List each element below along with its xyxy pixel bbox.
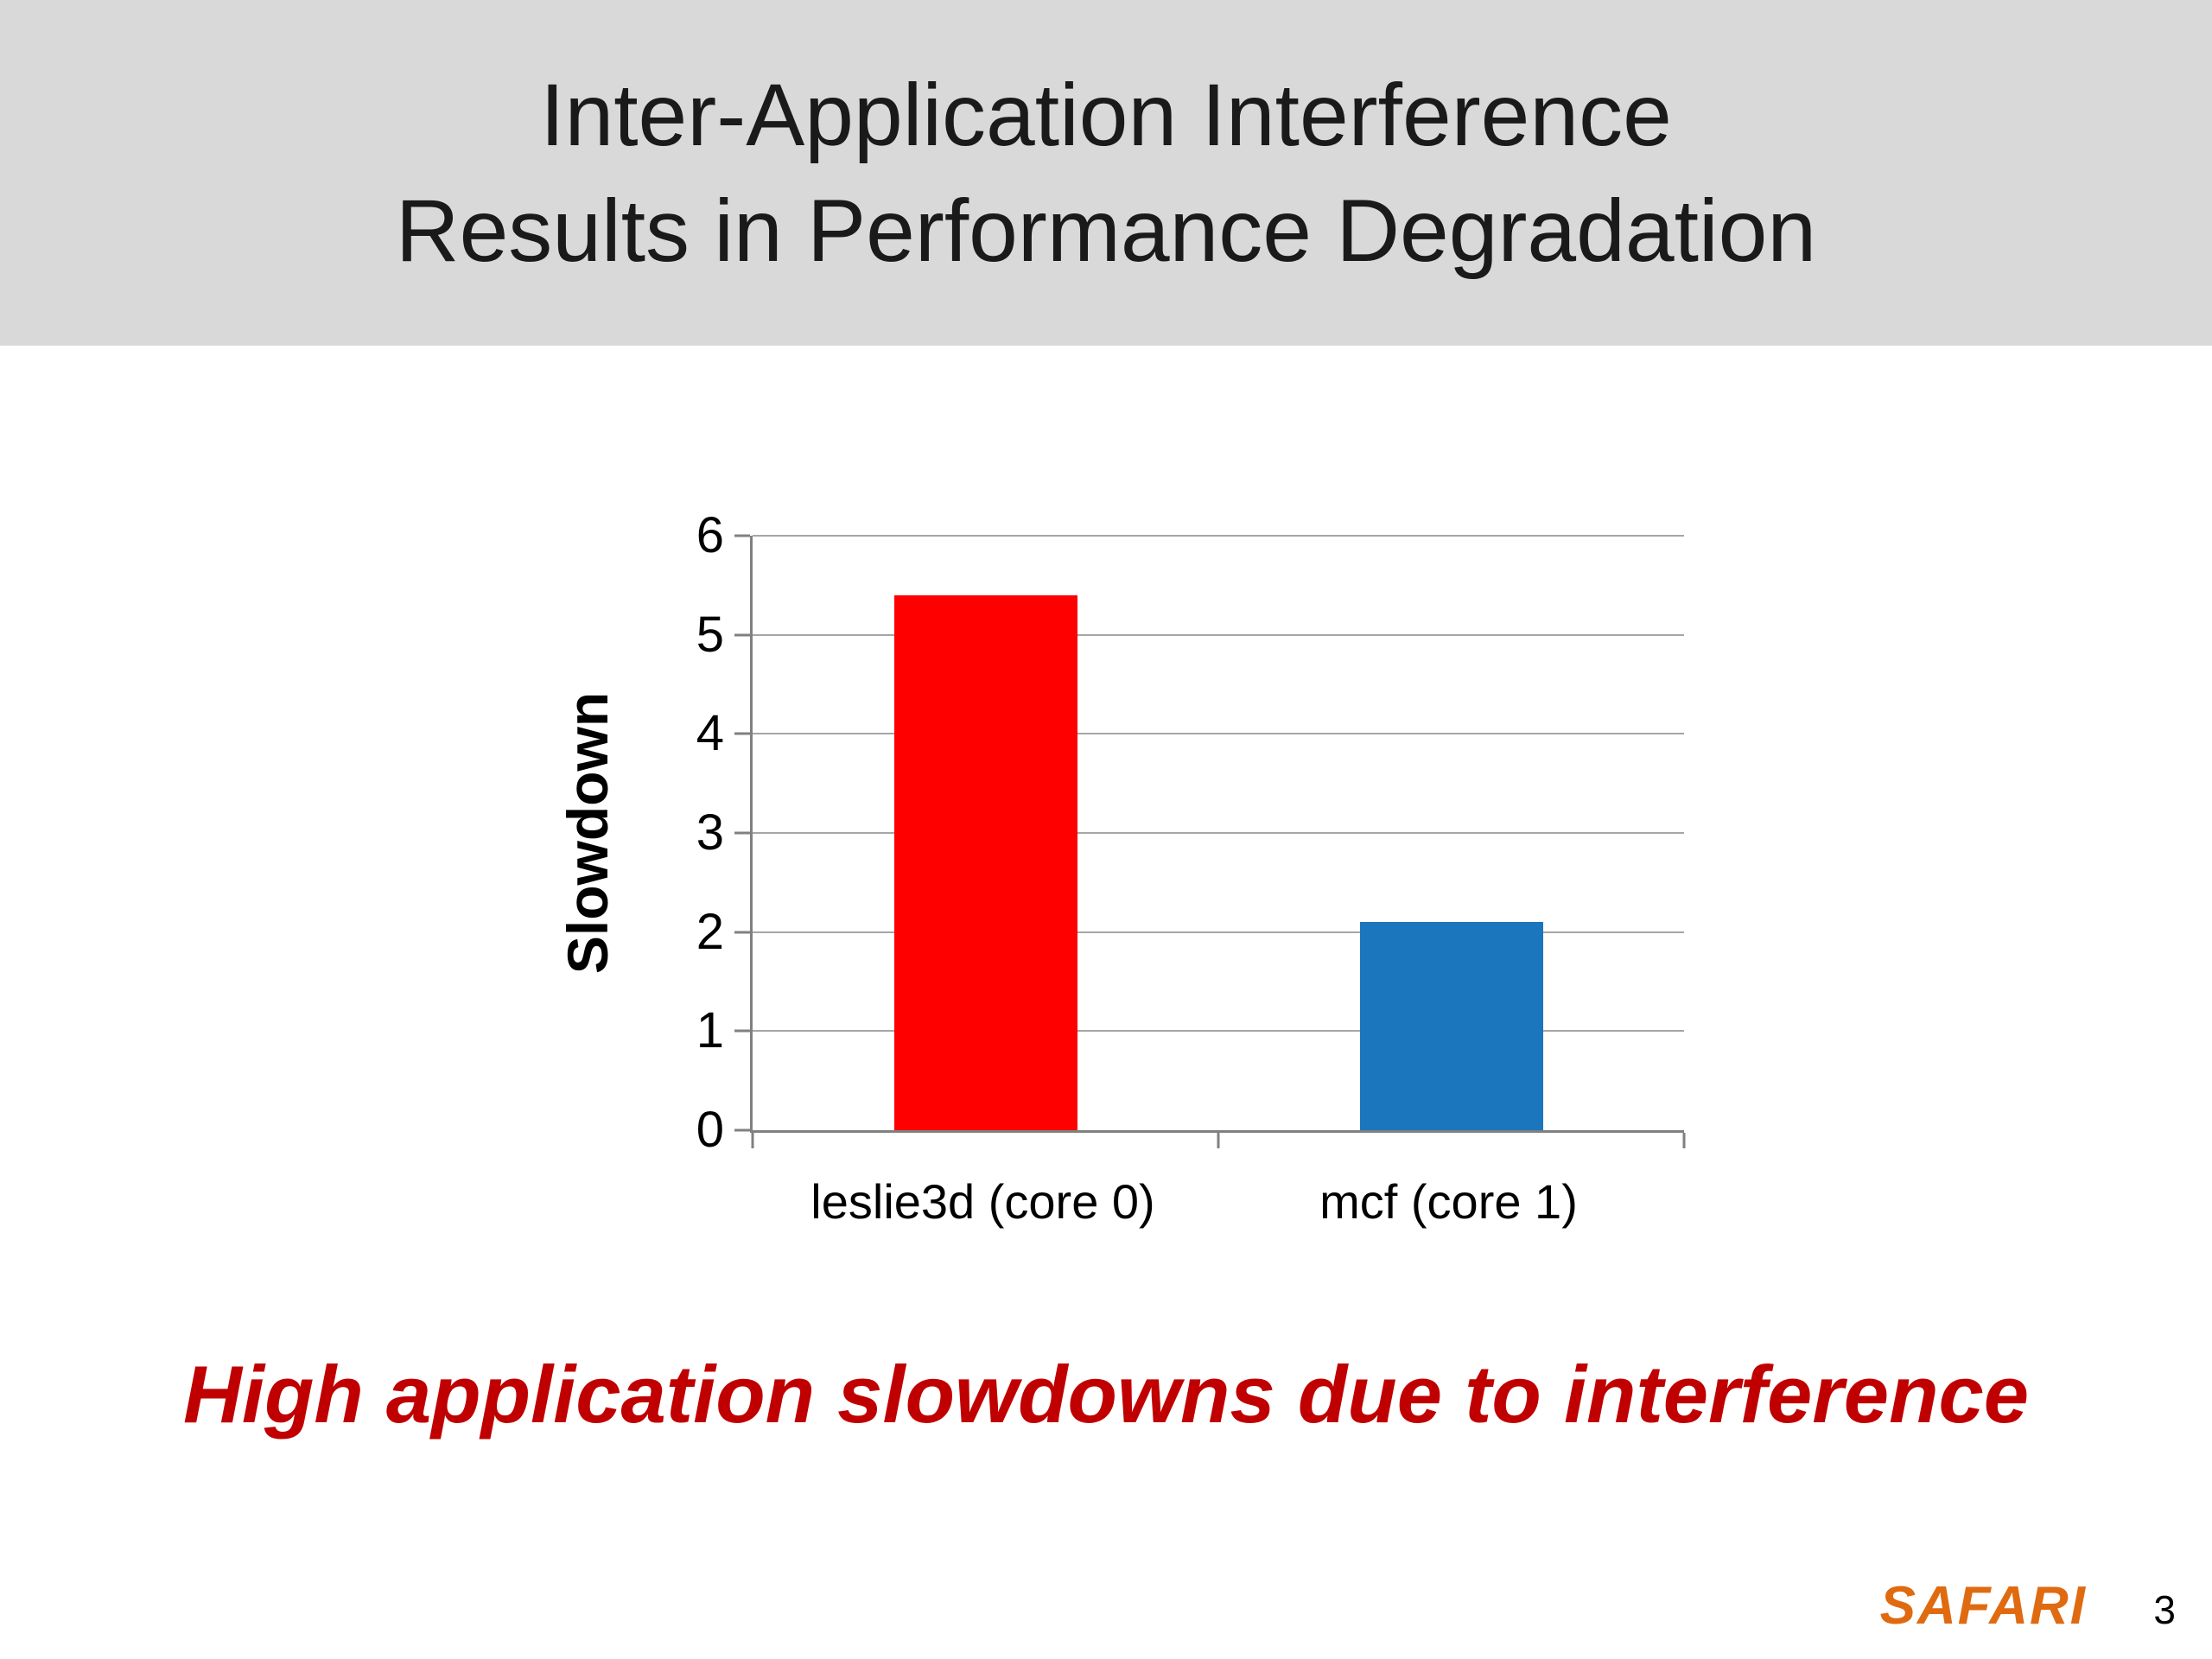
takeaway-text: High application slowdowns due to interf… — [182, 1349, 2030, 1440]
gridline — [753, 832, 1684, 834]
x-axis-tick-mark — [751, 1133, 754, 1148]
slide-title-line-1: Inter-Application Interference — [540, 65, 1672, 164]
gridline — [753, 535, 1684, 537]
gridline — [753, 931, 1684, 933]
x-axis-category-label: leslie3d (core 0) — [810, 1174, 1155, 1229]
y-axis-tick-mark — [734, 1029, 750, 1033]
chart-bar — [1359, 922, 1543, 1130]
y-axis-tick-mark — [734, 633, 750, 637]
safari-logo: SAFARI — [1879, 1576, 2087, 1636]
title-banner: Inter-Application Interference Results i… — [0, 0, 2212, 346]
x-axis-tick-mark — [1217, 1133, 1220, 1148]
y-axis-tick-mark — [734, 732, 750, 735]
y-axis-tick-label: 2 — [696, 903, 724, 960]
y-axis-tick-label: 3 — [696, 804, 724, 861]
chart-bar — [893, 594, 1077, 1130]
y-axis-tick-mark — [734, 931, 750, 934]
page-number: 3 — [2153, 1587, 2176, 1632]
y-axis-tick-mark — [734, 1128, 750, 1132]
y-axis-tick-mark — [734, 831, 750, 835]
y-axis-title: Slowdown — [556, 691, 620, 975]
gridline — [753, 633, 1684, 636]
y-axis-tick-label: 1 — [696, 1002, 724, 1059]
x-axis-category-label: mcf (core 1) — [1319, 1174, 1578, 1229]
y-axis-tick-label: 6 — [696, 507, 724, 563]
gridline — [753, 733, 1684, 735]
y-axis-tick-label: 5 — [696, 606, 724, 663]
plot-area — [734, 534, 1686, 1148]
y-axis-tick-mark — [734, 534, 750, 537]
y-axis-tick-label: 0 — [696, 1102, 724, 1158]
y-axis-tick-label: 4 — [696, 705, 724, 762]
gridline — [753, 1030, 1684, 1033]
x-axis-tick-mark — [1682, 1133, 1686, 1148]
x-axis-category-labels: leslie3d (core 0) mcf (core 1) — [750, 1173, 1681, 1230]
slide-title-line-2: Results in Performance Degradation — [395, 181, 1817, 280]
